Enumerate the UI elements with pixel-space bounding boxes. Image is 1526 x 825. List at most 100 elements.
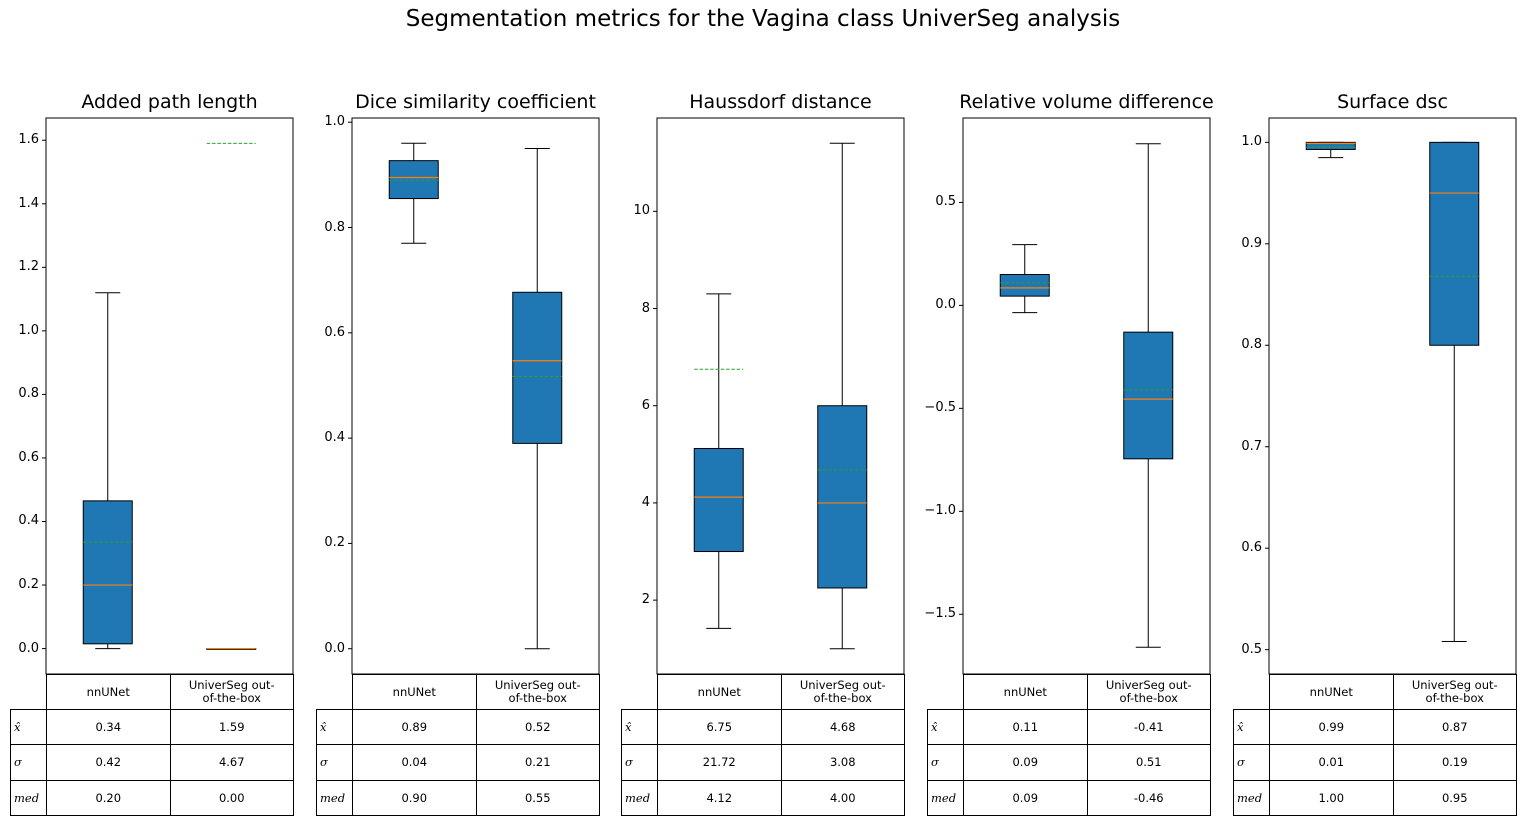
table-column-header: nnUNet <box>46 674 171 710</box>
table-row: x̂ 6.75 4.68 <box>621 709 905 745</box>
table-row: σ 0.01 0.19 <box>1233 744 1517 781</box>
stats-table: nnUNet UniverSeg out- of-the-box x̂ 6.75 4.6… <box>621 674 905 816</box>
stats-table: nnUNet UniverSeg out- of-the-box x̂ 0.34 1.5… <box>10 674 294 816</box>
table-row-label: x̂ <box>1233 709 1270 745</box>
box-iqr <box>999 274 1050 297</box>
table-row: x̂ 0.99 0.87 <box>1233 709 1517 745</box>
table-row-label: med <box>10 780 47 816</box>
ytick-label: 0.0 <box>18 640 39 656</box>
table-cell: 0.11 <box>963 709 1088 745</box>
ytick-label: 0.8 <box>324 219 345 235</box>
ytick-label: 0.6 <box>324 324 345 340</box>
table-row: x̂ 0.34 1.59 <box>10 709 294 745</box>
table-cell: 0.19 <box>1392 744 1517 781</box>
table-cell: 0.01 <box>1269 744 1394 781</box>
table-row-label: σ <box>927 744 964 781</box>
table-cell: 0.99 <box>1269 709 1394 745</box>
axes-title: Haussdorf distance <box>689 91 872 113</box>
figure-title: Segmentation metrics for the Vagina clas… <box>405 6 1121 32</box>
table-cell: 0.20 <box>46 780 171 816</box>
ytick-label: 0.0 <box>935 297 956 313</box>
ytick-label: 0.2 <box>324 535 345 551</box>
table-cell: 1.59 <box>169 709 294 745</box>
table-column-header: nnUNet <box>1269 674 1394 710</box>
ytick-label: 0.5 <box>1241 641 1262 657</box>
table-row: σ 0.04 0.21 <box>316 744 600 781</box>
ytick-label: 0.5 <box>935 194 956 210</box>
table-row-label: x̂ <box>621 709 658 745</box>
table-cell: 4.12 <box>657 780 782 816</box>
table-corner <box>317 675 353 710</box>
ytick-label: 10 <box>633 203 650 219</box>
ytick-label: 6 <box>641 397 650 413</box>
table-cell: 21.72 <box>657 744 782 781</box>
table-corner <box>11 675 47 710</box>
table-row-label: σ <box>1233 744 1270 781</box>
table-cell: 0.90 <box>352 780 477 816</box>
table-row-label: med <box>927 780 964 816</box>
table-column-header: nnUNet <box>657 674 782 710</box>
table-cell: 0.09 <box>963 780 1088 816</box>
ytick-label: 0.8 <box>1241 337 1262 353</box>
stats-table: nnUNet UniverSeg out- of-the-box x̂ 0.11 -0.… <box>927 674 1211 816</box>
table-row: med 1.00 0.95 <box>1233 780 1517 816</box>
table-column-header: UniverSeg out- of-the-box <box>169 674 294 710</box>
table-cell: 0.04 <box>352 744 477 781</box>
ytick-label: 1.0 <box>18 322 39 338</box>
ytick-label: 2 <box>641 592 650 608</box>
axes-title: Dice similarity coefficient <box>355 91 596 113</box>
ytick-label: 0.4 <box>18 513 39 529</box>
table-cell: 4.67 <box>169 744 294 781</box>
ytick-label: 0.0 <box>324 640 345 656</box>
stats-table: nnUNet UniverSeg out- of-the-box x̂ 0.89 0.5… <box>316 674 600 816</box>
table-row: x̂ 0.89 0.52 <box>316 709 600 745</box>
table-column-header: nnUNet <box>963 674 1088 710</box>
box-iqr <box>1305 141 1356 150</box>
table-cell: 0.34 <box>46 709 171 745</box>
table-row-label: x̂ <box>10 709 47 745</box>
ytick-label: 4 <box>641 494 650 510</box>
table-row: med 4.12 4.00 <box>621 780 905 816</box>
axes-title: Surface dsc <box>1337 91 1448 113</box>
box-iqr <box>388 160 439 200</box>
table-cell: 0.89 <box>352 709 477 745</box>
table-column-header: UniverSeg out- of-the-box <box>1392 674 1517 710</box>
table-row-label: σ <box>10 744 47 781</box>
axes-title: Added path length <box>81 91 258 113</box>
table-cell: 6.75 <box>657 709 782 745</box>
ytick-label: 1.4 <box>18 195 39 211</box>
table-cell: 3.08 <box>780 744 905 781</box>
table-row-label: x̂ <box>316 709 353 745</box>
ytick-label: 1.6 <box>18 132 39 148</box>
table-corner <box>622 675 658 710</box>
table-cell: 0.21 <box>475 744 600 781</box>
ytick-label: 0.8 <box>18 386 39 402</box>
table-row-label: med <box>621 780 658 816</box>
table-column-header: UniverSeg out- of-the-box <box>1086 674 1211 710</box>
table-row-label: x̂ <box>927 709 964 745</box>
ytick-label: 0.4 <box>324 430 345 446</box>
table-row: σ 0.09 0.51 <box>927 744 1211 781</box>
ytick-label: 1.2 <box>18 259 39 275</box>
table-cell: -0.41 <box>1086 709 1211 745</box>
box-iqr <box>693 447 744 553</box>
table-row: med 0.20 0.00 <box>10 780 294 816</box>
table-row: med 0.90 0.55 <box>316 780 600 816</box>
table-column-header: UniverSeg out- of-the-box <box>475 674 600 710</box>
ytick-label: 0.2 <box>18 577 39 593</box>
table-cell: 0.55 <box>475 780 600 816</box>
table-row-label: med <box>1233 780 1270 816</box>
table-column-header: UniverSeg out- of-the-box <box>780 674 905 710</box>
table-row-label: σ <box>316 744 353 781</box>
box-iqr <box>512 291 563 444</box>
ytick-label: 0.9 <box>1241 235 1262 251</box>
axes-title: Relative volume difference <box>959 91 1214 113</box>
table-cell: 0.00 <box>169 780 294 816</box>
table-corner <box>1234 675 1270 710</box>
ytick-label: 8 <box>641 300 650 316</box>
box-iqr <box>817 405 868 589</box>
ytick-label: 1.0 <box>1241 134 1262 150</box>
table-cell: 1.00 <box>1269 780 1394 816</box>
table-row-label: σ <box>621 744 658 781</box>
table-row-label: med <box>316 780 353 816</box>
